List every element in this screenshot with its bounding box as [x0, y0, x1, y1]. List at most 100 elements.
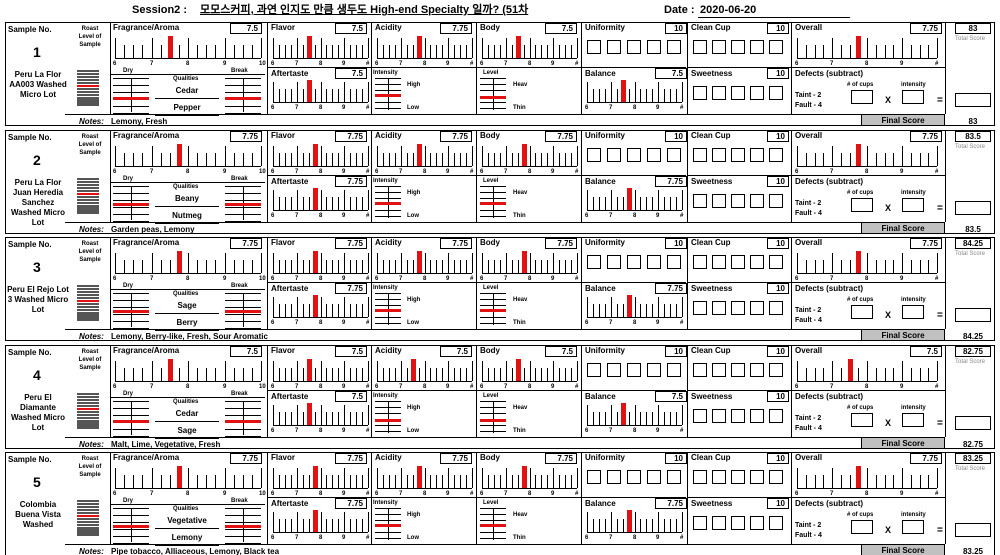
- uniformity-cup-box[interactable]: [587, 470, 601, 484]
- uniformity-cup-box[interactable]: [647, 40, 661, 54]
- overall-score-box[interactable]: 7.75: [910, 130, 942, 142]
- sweetness-cup-box[interactable]: [693, 408, 707, 423]
- uniformity-cup-box[interactable]: [627, 255, 641, 269]
- uniformity-cup-box[interactable]: [627, 362, 641, 377]
- sweetness-cup-box[interactable]: [712, 193, 726, 208]
- uniformity-score-box[interactable]: 10: [665, 453, 687, 464]
- uniformity-cup-box[interactable]: [587, 40, 601, 54]
- sweetness-cup-box[interactable]: [712, 301, 726, 315]
- uniformity-cup-box[interactable]: [607, 147, 621, 162]
- defect-result-box[interactable]: [955, 415, 991, 430]
- sweetness-score-box[interactable]: 10: [767, 175, 789, 187]
- sweetness-cup-box[interactable]: [750, 516, 764, 530]
- sweetness-cup-box[interactable]: [750, 408, 764, 423]
- sweetness-cup-box[interactable]: [750, 301, 764, 315]
- sweetness-score-box[interactable]: 10: [767, 68, 789, 79]
- sweetness-cup-box[interactable]: [693, 86, 707, 100]
- clean-cup-box[interactable]: [731, 362, 745, 377]
- sweetness-cup-box[interactable]: [712, 86, 726, 100]
- sweetness-cup-box[interactable]: [769, 516, 783, 530]
- uniformity-score-box[interactable]: 10: [665, 345, 687, 357]
- aftertaste-score-box[interactable]: 7.75: [335, 175, 367, 187]
- aftertaste-score-box[interactable]: 7.5: [335, 390, 367, 402]
- sweetness-cup-box[interactable]: [693, 301, 707, 315]
- clean-cup-box[interactable]: [712, 470, 726, 484]
- flavor-score-box[interactable]: 7.5: [335, 23, 367, 34]
- clean-cup-box[interactable]: [712, 40, 726, 54]
- uniformity-cup-box[interactable]: [667, 147, 681, 162]
- overall-score-box[interactable]: 7.5: [910, 345, 942, 357]
- uniformity-cup-box[interactable]: [647, 147, 661, 162]
- intensity-box[interactable]: [902, 520, 924, 534]
- uniformity-cup-box[interactable]: [607, 470, 621, 484]
- sweetness-cup-box[interactable]: [769, 193, 783, 208]
- clean-cup-score-box[interactable]: 10: [767, 238, 789, 249]
- defect-result-box[interactable]: [955, 93, 991, 107]
- clean-cup-box[interactable]: [731, 255, 745, 269]
- overall-score-box[interactable]: 7.75: [910, 238, 942, 249]
- intensity-box[interactable]: [902, 305, 924, 319]
- sweetness-score-box[interactable]: 10: [767, 498, 789, 509]
- sweetness-score-box[interactable]: 10: [767, 390, 789, 402]
- balance-score-box[interactable]: 7.75: [655, 175, 687, 187]
- clean-cup-score-box[interactable]: 10: [767, 345, 789, 357]
- clean-cup-box[interactable]: [693, 147, 707, 162]
- overall-score-box[interactable]: 7.75: [910, 453, 942, 464]
- intensity-box[interactable]: [902, 412, 924, 427]
- uniformity-cup-box[interactable]: [607, 40, 621, 54]
- defect-result-box[interactable]: [955, 308, 991, 322]
- intensity-box[interactable]: [902, 90, 924, 104]
- clean-cup-box[interactable]: [769, 362, 783, 377]
- clean-cup-box[interactable]: [731, 470, 745, 484]
- clean-cup-box[interactable]: [769, 255, 783, 269]
- sweetness-cup-box[interactable]: [693, 516, 707, 530]
- body-score-box[interactable]: 7.5: [545, 345, 577, 357]
- cups-box[interactable]: [851, 90, 873, 104]
- flavor-score-box[interactable]: 7.5: [335, 345, 367, 357]
- clean-cup-box[interactable]: [750, 470, 764, 484]
- sweetness-cup-box[interactable]: [750, 86, 764, 100]
- uniformity-cup-box[interactable]: [647, 255, 661, 269]
- cups-box[interactable]: [851, 520, 873, 534]
- flavor-score-box[interactable]: 7.75: [335, 130, 367, 142]
- clean-cup-box[interactable]: [731, 40, 745, 54]
- clean-cup-box[interactable]: [750, 40, 764, 54]
- uniformity-cup-box[interactable]: [587, 147, 601, 162]
- body-score-box[interactable]: 7.5: [545, 23, 577, 34]
- clean-cup-box[interactable]: [693, 40, 707, 54]
- clean-cup-box[interactable]: [769, 40, 783, 54]
- fragrance-score-box[interactable]: 7.5: [230, 345, 262, 357]
- sweetness-score-box[interactable]: 10: [767, 283, 789, 294]
- body-score-box[interactable]: 7.75: [545, 130, 577, 142]
- cups-box[interactable]: [851, 412, 873, 427]
- defect-result-box[interactable]: [955, 200, 991, 215]
- uniformity-score-box[interactable]: 10: [665, 23, 687, 34]
- sweetness-cup-box[interactable]: [731, 301, 745, 315]
- aftertaste-score-box[interactable]: 7.75: [335, 283, 367, 294]
- clean-cup-box[interactable]: [712, 362, 726, 377]
- sweetness-cup-box[interactable]: [712, 516, 726, 530]
- clean-cup-box[interactable]: [712, 255, 726, 269]
- sweetness-cup-box[interactable]: [769, 301, 783, 315]
- overall-score-box[interactable]: 7.75: [910, 23, 942, 34]
- sweetness-cup-box[interactable]: [712, 408, 726, 423]
- clean-cup-box[interactable]: [731, 147, 745, 162]
- aftertaste-score-box[interactable]: 7.75: [335, 498, 367, 509]
- cups-box[interactable]: [851, 305, 873, 319]
- flavor-score-box[interactable]: 7.75: [335, 238, 367, 249]
- clean-cup-box[interactable]: [769, 147, 783, 162]
- defect-result-box[interactable]: [955, 523, 991, 537]
- uniformity-cup-box[interactable]: [627, 147, 641, 162]
- uniformity-cup-box[interactable]: [667, 40, 681, 54]
- body-score-box[interactable]: 7.75: [545, 453, 577, 464]
- acidity-score-box[interactable]: 7.75: [440, 23, 472, 34]
- fragrance-score-box[interactable]: 7.5: [230, 23, 262, 34]
- sweetness-cup-box[interactable]: [731, 193, 745, 208]
- clean-cup-score-box[interactable]: 10: [767, 130, 789, 142]
- acidity-score-box[interactable]: 7.75: [440, 130, 472, 142]
- body-score-box[interactable]: 7.75: [545, 238, 577, 249]
- sweetness-cup-box[interactable]: [750, 193, 764, 208]
- clean-cup-box[interactable]: [769, 470, 783, 484]
- clean-cup-box[interactable]: [750, 255, 764, 269]
- clean-cup-box[interactable]: [693, 470, 707, 484]
